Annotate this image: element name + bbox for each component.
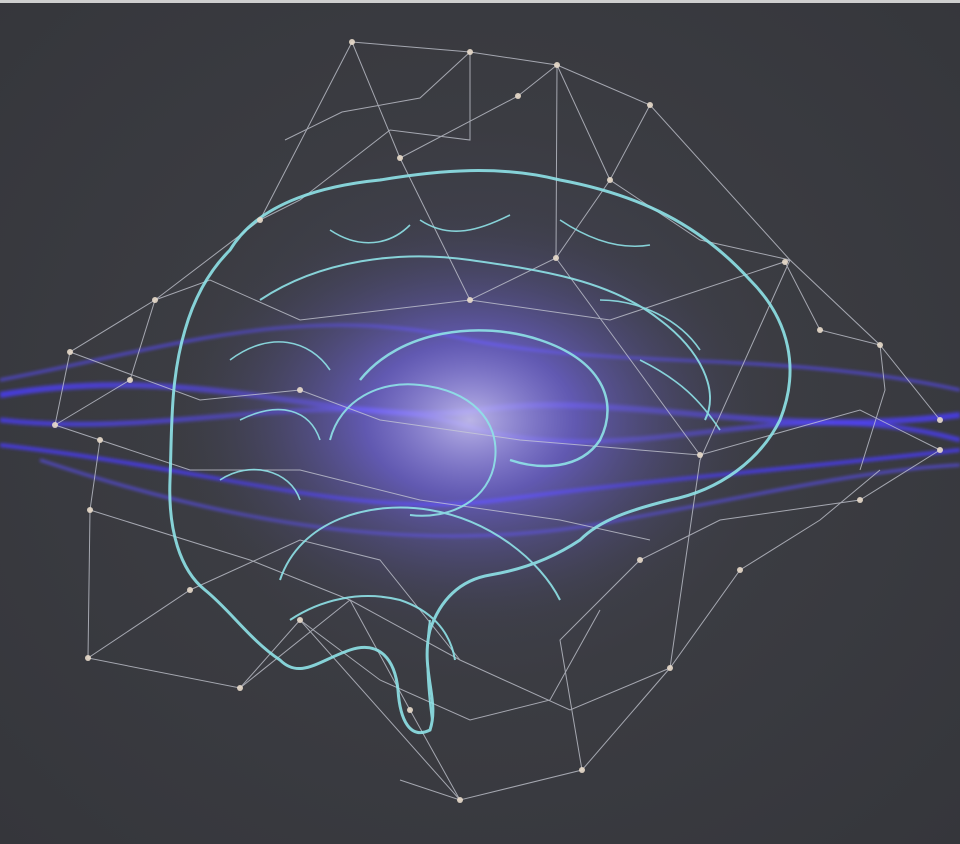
top-border: [0, 0, 960, 3]
brain-glow: [170, 200, 770, 640]
brain-outline: [168, 169, 792, 734]
network-nodes: [52, 39, 943, 803]
